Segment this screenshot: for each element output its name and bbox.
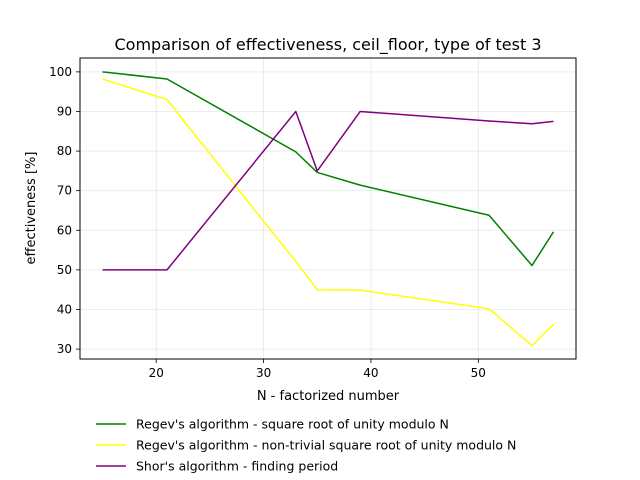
series-line-2 <box>102 78 554 347</box>
y-tick-label: 70 <box>57 184 72 198</box>
y-tick-label: 80 <box>57 144 72 158</box>
series-line-3 <box>102 110 554 271</box>
x-tick-label: 20 <box>149 366 164 380</box>
x-axis-label: N - factorized number <box>257 389 400 404</box>
y-tick-label: 90 <box>57 104 72 118</box>
y-tick-label: 60 <box>57 223 72 237</box>
legend-label-2: Regev's algorithm - non-trivial square r… <box>136 438 516 453</box>
y-tick-label: 100 <box>49 65 72 79</box>
legend: Regev's algorithm - square root of unity… <box>96 417 516 474</box>
x-tick-label: 40 <box>363 366 378 380</box>
legend-label-3: Shor's algorithm - finding period <box>136 459 338 474</box>
y-axis-label: effectiveness [%] <box>24 152 39 265</box>
grid <box>80 58 576 359</box>
chart-title: Comparison of effectiveness, ceil_floor,… <box>114 35 541 55</box>
x-tick-label: 50 <box>471 366 486 380</box>
y-tick-label: 40 <box>57 302 72 316</box>
series-line-1 <box>102 71 555 267</box>
axis-ticks: 20 30 40 50 30 40 50 60 70 80 90 100 <box>49 65 486 380</box>
plot-frame <box>79 57 577 360</box>
legend-label-1: Regev's algorithm - square root of unity… <box>136 417 449 432</box>
y-tick-label: 50 <box>57 263 72 277</box>
y-tick-label: 30 <box>57 342 72 356</box>
series-lines <box>102 71 555 347</box>
x-tick-label: 30 <box>256 366 271 380</box>
